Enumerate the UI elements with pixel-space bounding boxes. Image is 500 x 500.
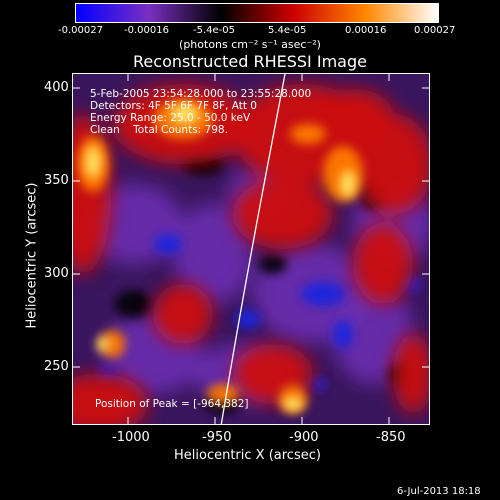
- colorbar-tick: -5.4e-05: [193, 25, 235, 36]
- footer-timestamp: 6-Jul-2013 18:18: [397, 486, 481, 497]
- x-tick-label: -850: [376, 430, 406, 445]
- y-tick-label: 300: [44, 266, 69, 281]
- x-tick-label: -900: [289, 430, 319, 445]
- colorbar-tick: -0.00016: [124, 25, 169, 36]
- info-time-range: 5-Feb-2005 23:54:28.000 to 23:55:28.000: [90, 88, 312, 100]
- solar-limb-line: [220, 74, 286, 424]
- x-tick-label: -1000: [112, 430, 150, 445]
- colorbar-units: (photons cm⁻² s⁻¹ asec⁻²): [179, 38, 321, 51]
- peak-position: Position of Peak = [-964,382]: [95, 398, 249, 410]
- colorbar-tick: -0.00027: [58, 25, 103, 36]
- y-axis-label: Heliocentric Y (arcsec): [24, 182, 40, 329]
- info-detectors: Detectors: 4F 5F 6F 7F 8F, Att 0: [90, 100, 257, 112]
- rhessi-image: [72, 73, 430, 425]
- x-tick-label: -950: [202, 430, 232, 445]
- colorbar-tick: 0.00016: [345, 25, 387, 36]
- y-tick-label: 350: [44, 173, 69, 188]
- colorbar-tick: 0.00027: [414, 25, 456, 36]
- info-energy-range: Energy Range: 25.0 - 50.0 keV: [90, 112, 251, 124]
- info-clean-counts: Clean Total Counts: 798.: [90, 124, 228, 136]
- x-axis-label: Heliocentric X (arcsec): [174, 448, 321, 463]
- colorbar-tick: 5.4e-05: [268, 25, 307, 36]
- image-title: Reconstructed RHESSI Image: [133, 52, 367, 71]
- colorbar: [75, 3, 439, 23]
- y-tick-label: 400: [44, 80, 69, 95]
- y-tick-label: 250: [44, 359, 69, 374]
